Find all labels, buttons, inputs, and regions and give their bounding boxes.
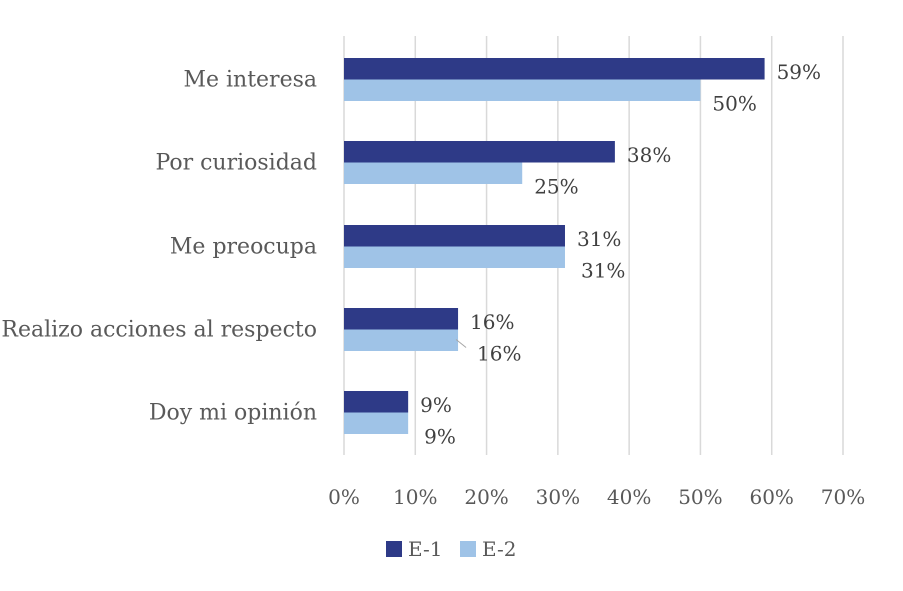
bar-e-1 [344, 58, 765, 80]
category-label: Me preocupa [170, 235, 317, 260]
x-tick-label: 40% [607, 485, 651, 509]
bar-e-1 [344, 308, 459, 330]
legend-label: E-1 [408, 537, 442, 561]
legend-swatch-e-2 [460, 541, 476, 557]
category-label: Me interesa [183, 68, 317, 93]
x-tick-label: 50% [678, 485, 722, 509]
data-label: 9% [424, 425, 456, 449]
bars [344, 58, 765, 434]
data-label: 9% [420, 393, 452, 417]
bar-e-2 [344, 162, 523, 184]
data-label: 16% [477, 342, 521, 366]
data-label: 38% [627, 143, 671, 167]
data-label: 59% [777, 60, 821, 84]
category-label: Doy mi opinión [149, 401, 317, 426]
x-tick-label: 20% [464, 485, 508, 509]
data-label: 16% [470, 310, 514, 334]
category-labels: Me interesa Por curiosidad Me preocupa Real… [1, 68, 317, 426]
bar-e-2 [344, 412, 409, 434]
category-label: Realizo acciones al respecto [1, 318, 317, 343]
data-label: 31% [581, 259, 625, 283]
data-labels: 59% 50% 38% 25% 31% 31% 16% 16% 9% 9% [420, 60, 821, 449]
category-label: Por curiosidad [155, 151, 317, 176]
x-tick-label: 30% [536, 485, 580, 509]
data-label: 25% [534, 175, 578, 199]
x-tick-label: 60% [749, 485, 793, 509]
leader-line [455, 339, 467, 348]
x-tick-label: 0% [328, 485, 360, 509]
bar-e-2 [344, 329, 459, 351]
x-tick-labels: 0% 10% 20% 30% 40% 50% 60% 70% [328, 485, 865, 509]
legend-swatch-e-1 [386, 541, 402, 557]
bar-e-2 [344, 79, 701, 101]
bar-e-2 [344, 246, 565, 268]
data-label: 31% [577, 227, 621, 251]
legend-label: E-2 [482, 537, 516, 561]
x-tick-label: 10% [393, 485, 437, 509]
data-label: 50% [712, 92, 756, 116]
bar-e-1 [344, 391, 409, 413]
x-tick-label: 70% [821, 485, 865, 509]
legend: E-1 E-2 [386, 537, 516, 561]
bar-e-1 [344, 141, 615, 163]
bar-e-1 [344, 225, 565, 247]
